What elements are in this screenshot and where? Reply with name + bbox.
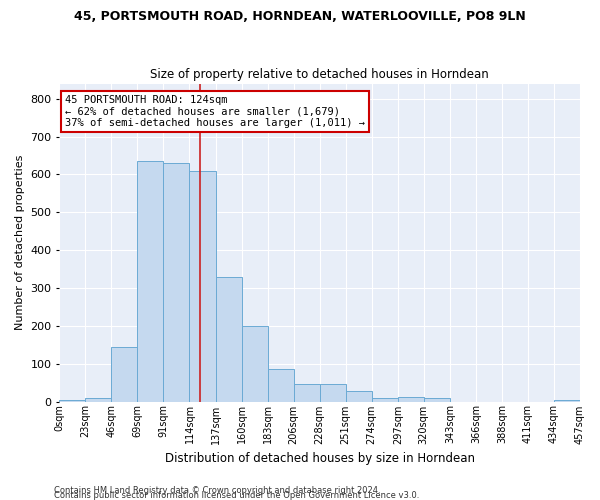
Bar bbox=[242, 326, 268, 402]
Bar bbox=[163, 163, 190, 402]
Bar bbox=[59, 400, 85, 402]
Bar bbox=[137, 161, 163, 402]
X-axis label: Distribution of detached houses by size in Horndean: Distribution of detached houses by size … bbox=[164, 452, 475, 465]
Text: 45, PORTSMOUTH ROAD, HORNDEAN, WATERLOOVILLE, PO8 9LN: 45, PORTSMOUTH ROAD, HORNDEAN, WATERLOOV… bbox=[74, 10, 526, 23]
Bar bbox=[320, 384, 346, 402]
Text: Contains HM Land Registry data © Crown copyright and database right 2024.: Contains HM Land Registry data © Crown c… bbox=[54, 486, 380, 495]
Bar bbox=[346, 391, 372, 402]
Bar bbox=[554, 400, 580, 402]
Text: Contains public sector information licensed under the Open Government Licence v3: Contains public sector information licen… bbox=[54, 491, 419, 500]
Bar bbox=[112, 346, 137, 402]
Bar bbox=[190, 170, 215, 402]
Bar bbox=[215, 276, 242, 402]
Title: Size of property relative to detached houses in Horndean: Size of property relative to detached ho… bbox=[150, 68, 489, 81]
Bar bbox=[424, 398, 450, 402]
Bar bbox=[293, 384, 320, 402]
Bar bbox=[85, 398, 112, 402]
Y-axis label: Number of detached properties: Number of detached properties bbox=[15, 155, 25, 330]
Text: 45 PORTSMOUTH ROAD: 124sqm
← 62% of detached houses are smaller (1,679)
37% of s: 45 PORTSMOUTH ROAD: 124sqm ← 62% of deta… bbox=[65, 95, 365, 128]
Bar bbox=[268, 370, 293, 402]
Bar bbox=[372, 398, 398, 402]
Bar bbox=[398, 397, 424, 402]
